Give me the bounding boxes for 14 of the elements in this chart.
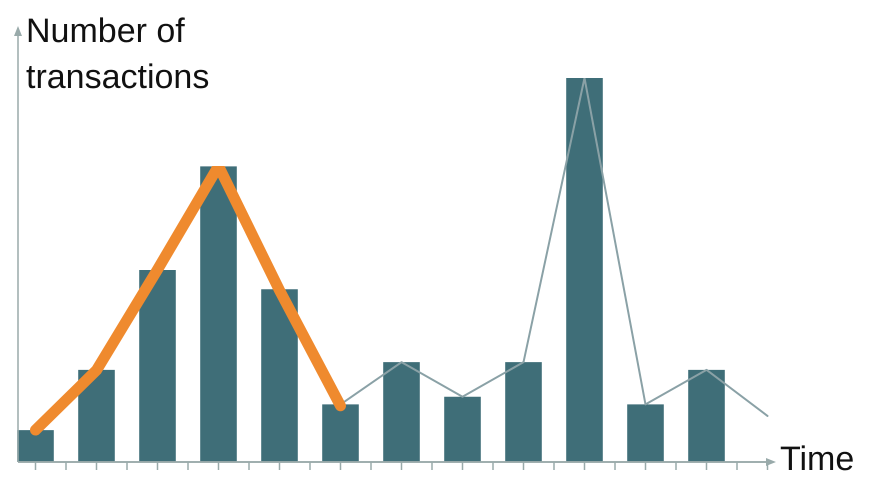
bar <box>444 396 481 462</box>
y-axis-title: Number of transactions <box>26 11 210 98</box>
bar <box>688 370 725 462</box>
bar <box>17 430 54 462</box>
bar <box>322 404 359 462</box>
bar <box>505 362 542 462</box>
bar <box>261 289 298 462</box>
bar <box>78 370 115 462</box>
bar <box>627 404 664 462</box>
bar <box>566 78 603 462</box>
bar <box>200 166 237 462</box>
x-axis-title: Time <box>780 440 854 477</box>
bar <box>383 362 420 462</box>
bar <box>139 270 176 462</box>
